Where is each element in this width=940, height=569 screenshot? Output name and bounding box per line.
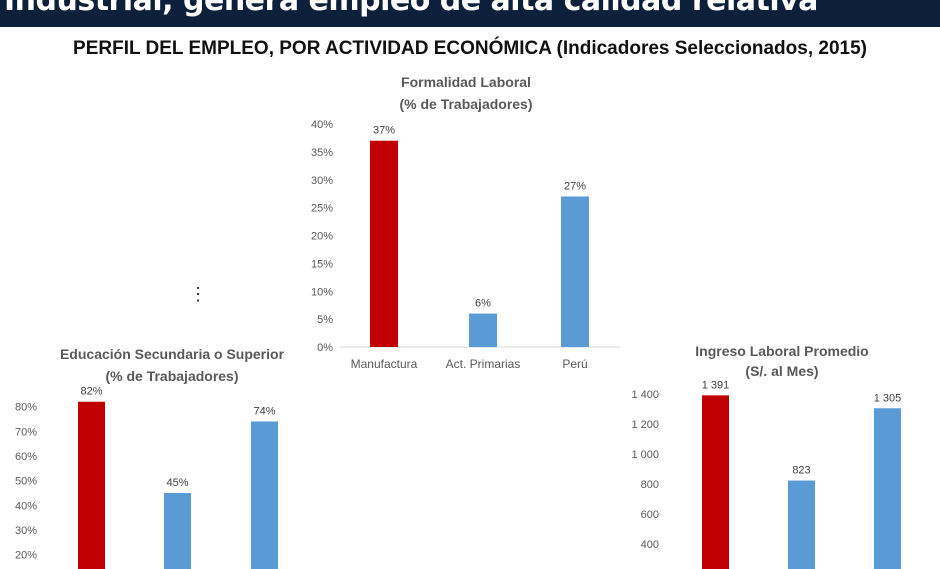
y-tick-label: 40%: [311, 119, 333, 131]
bar-manufactura: [370, 140, 398, 347]
data-label: 45%: [166, 477, 188, 489]
data-label: 27%: [564, 180, 586, 192]
y-tick-label: 20%: [15, 550, 37, 562]
bar-per-: [561, 196, 589, 347]
y-tick-label: 25%: [311, 203, 333, 215]
data-label: 82%: [80, 386, 102, 398]
slide-subtitle: PERFIL DEL EMPLEO, POR ACTIVIDAD ECONÓMI…: [73, 38, 867, 59]
y-tick-label: 70%: [15, 426, 37, 438]
data-label: 74%: [253, 405, 275, 417]
y-tick-label: 80%: [15, 402, 37, 414]
x-tick-label: Perú: [562, 357, 587, 371]
chart-title: Ingreso Laboral Promedio: [695, 343, 868, 359]
slide-title: Industrial, genera empleo de alta calida…: [4, 0, 818, 18]
slide-header: Industrial, genera empleo de alta calida…: [0, 0, 940, 27]
y-tick-label: 400: [641, 539, 659, 551]
chart-title: Educación Secundaria o Superior: [60, 346, 285, 362]
bar-per-: [251, 421, 278, 569]
y-tick-label: 50%: [15, 476, 37, 488]
y-tick-label: 40%: [15, 500, 37, 512]
y-tick-label: 1 200: [631, 419, 659, 431]
y-tick-label: 60%: [15, 451, 37, 463]
y-tick-label: 35%: [311, 147, 333, 159]
y-tick-label: 30%: [15, 525, 37, 537]
bar-per-: [874, 408, 901, 569]
y-tick-label: 1 400: [631, 389, 659, 401]
chart-subtitle: (% de Trabajadores): [105, 368, 238, 384]
y-tick-label: 30%: [311, 175, 333, 187]
y-tick-label: 600: [641, 509, 659, 521]
chart-subtitle: (S/. al Mes): [745, 363, 818, 379]
chart-subtitle: (% de Trabajadores): [399, 96, 532, 112]
y-tick-label: 15%: [311, 258, 333, 270]
y-tick-label: 0%: [317, 342, 333, 354]
bar-manufactura: [702, 395, 729, 569]
y-tick-label: 10%: [311, 286, 333, 298]
bar-act-primarias: [788, 480, 815, 569]
bar-act-primarias: [164, 493, 191, 569]
x-tick-label: Act. Primarias: [446, 357, 521, 371]
y-tick-label: 800: [641, 479, 659, 491]
data-label: 823: [792, 465, 810, 477]
data-label: 1 391: [702, 379, 730, 391]
bar-manufactura: [78, 401, 105, 569]
data-label: 37%: [373, 125, 395, 137]
y-tick-label: 20%: [311, 231, 333, 243]
data-label: 6%: [475, 298, 491, 310]
bar-act-primarias: [469, 313, 497, 347]
x-tick-label: Manufactura: [351, 357, 418, 371]
ellipsis-icon: ⋮: [189, 284, 207, 304]
chart-title: Formalidad Laboral: [401, 74, 531, 90]
y-tick-label: 5%: [317, 314, 333, 326]
data-label: 1 305: [874, 392, 902, 404]
y-tick-label: 1 000: [631, 449, 659, 461]
